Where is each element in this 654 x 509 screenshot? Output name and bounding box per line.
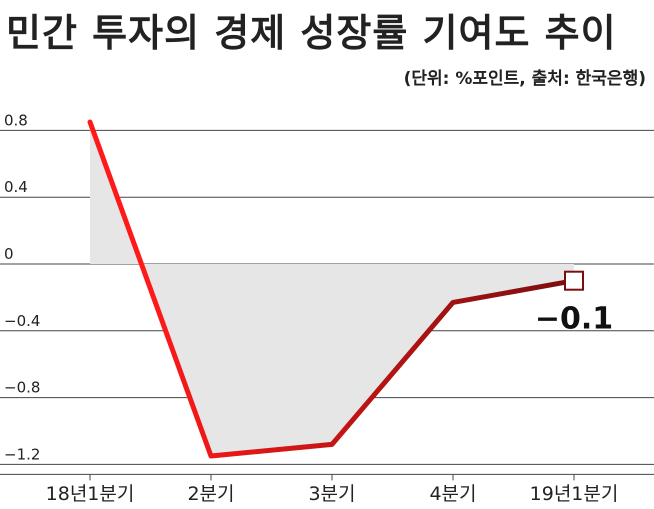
y-tick-label: 0.8 [4,111,28,129]
data-label: −0.1 [535,302,613,337]
x-tick-label: 18년1분기 [46,483,135,505]
y-tick-label: 0 [4,245,14,263]
x-tick-label: 2분기 [187,483,234,505]
y-tick-label: 0.4 [4,178,28,196]
x-tick-label: 19년1분기 [530,483,619,505]
x-tick-label: 3분기 [308,483,355,505]
chart-subtitle: (단위: %포인트, 출처: 한국은행) [403,69,646,89]
x-tick-label: 4분기 [429,483,476,505]
data-point-marker [564,270,584,291]
chart-title: 민간 투자의 경제 성장률 기여도 추이 [6,11,617,55]
y-tick-label: −0.4 [4,312,40,330]
area-fill [90,122,574,457]
y-tick-label: −1.2 [4,445,40,463]
y-tick-label: −0.8 [4,379,40,397]
series-line [87,119,577,459]
